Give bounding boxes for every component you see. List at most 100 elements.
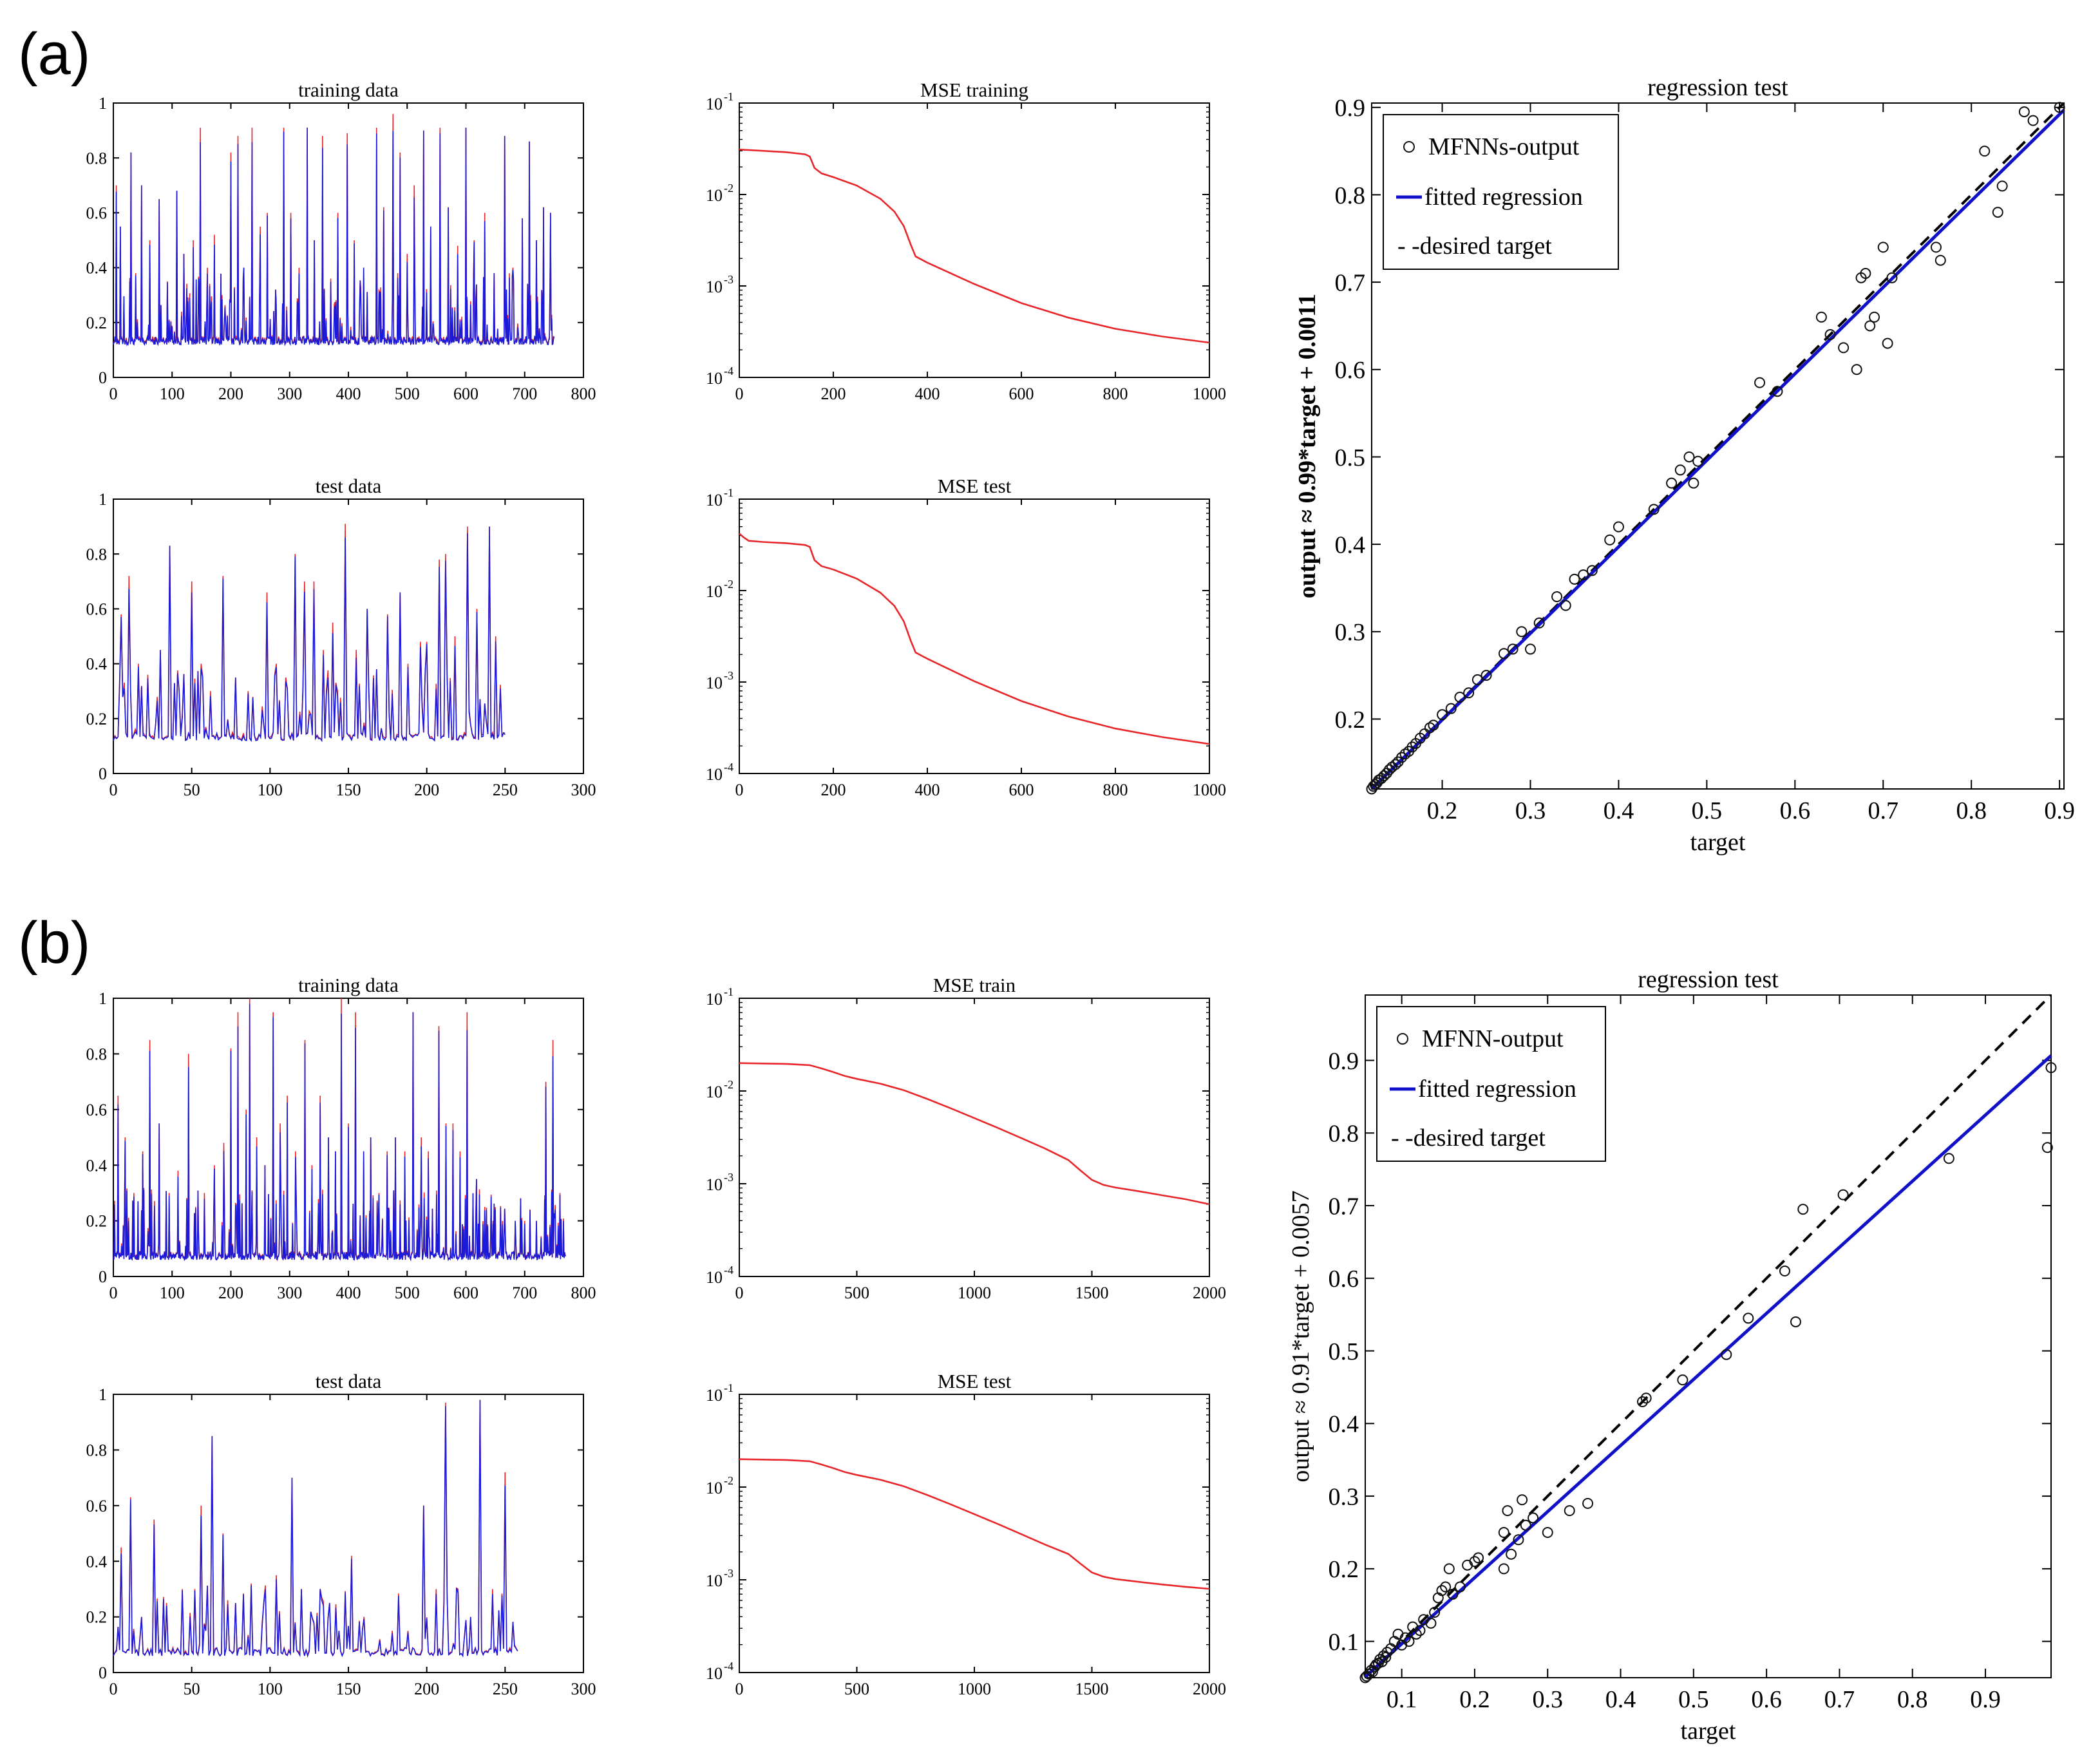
- data-point: [1428, 719, 1439, 731]
- x-axis-label: target: [1681, 1718, 1736, 1745]
- x-tick-label: 2000: [1193, 1284, 1226, 1302]
- y-tick-label: 0.7: [1335, 269, 1366, 296]
- chart-title: MSE train: [933, 974, 1016, 996]
- data-point: [1377, 1650, 1389, 1662]
- x-tick-label: 100: [258, 1680, 283, 1698]
- y-tick-label: 0.8: [1329, 1121, 1359, 1148]
- data-point: [1542, 1526, 1553, 1538]
- x-tick-label: 800: [1103, 781, 1128, 799]
- y-tick-label: 0.4: [86, 259, 108, 278]
- y-tick-label: 0.2: [1329, 1556, 1359, 1583]
- x-tick-label: 300: [571, 781, 596, 799]
- data-point: [1447, 1588, 1459, 1600]
- series-output-line: [113, 1003, 566, 1262]
- data-point: [1992, 207, 2003, 218]
- x-tick-label: 0.2: [1459, 1686, 1490, 1713]
- y-tick-label: 0.2: [86, 1212, 108, 1231]
- data-point: [1437, 709, 1448, 721]
- mse-line: [739, 533, 1210, 745]
- series-target-line: [113, 1399, 518, 1658]
- data-point: [1454, 1581, 1466, 1593]
- data-point: [1578, 569, 1589, 581]
- data-point: [1507, 643, 1519, 655]
- x-tick-label: 800: [571, 1284, 596, 1302]
- x-tick-label: 200: [218, 1284, 243, 1302]
- data-point: [1864, 320, 1876, 332]
- data-point: [2054, 102, 2065, 113]
- x-tick-label: 0: [735, 384, 744, 403]
- y-tick-label: 0.4: [1335, 531, 1366, 558]
- data-point: [1425, 1617, 1437, 1629]
- y-tick-label: 0.4: [86, 655, 108, 674]
- x-tick-label: 0.3: [1515, 797, 1546, 824]
- y-tick-exponent: -2: [724, 1078, 733, 1091]
- x-tick-label: 0.9: [1970, 1686, 2001, 1713]
- data-point: [1513, 1534, 1524, 1546]
- legend-label-output: MFNN-output: [1422, 1025, 1564, 1052]
- y-tick-exponent: -1: [724, 486, 733, 499]
- y-tick-exponent: -4: [724, 365, 733, 377]
- y-tick-label: 10: [706, 674, 723, 692]
- y-tick-exponent: -3: [724, 1171, 733, 1184]
- y-tick-label: 10: [706, 1479, 723, 1497]
- y-tick-label: 0.6: [86, 1101, 108, 1119]
- data-point: [1498, 1526, 1509, 1538]
- y-tick-label: 0: [99, 764, 107, 783]
- series-target-line: [113, 998, 566, 1262]
- y-tick-label: 10: [706, 1664, 723, 1683]
- x-tick-label: 0.5: [1678, 1686, 1709, 1713]
- y-tick-label: 0.2: [86, 710, 108, 728]
- data-point: [1930, 242, 1942, 253]
- y-tick-label: 10: [706, 491, 723, 509]
- data-point: [1528, 1512, 1539, 1524]
- chart-b_train_data: training data 0 100 200 300 400 500 600 700 800 0 0…: [86, 974, 596, 1302]
- x-tick-label: 600: [1009, 384, 1034, 403]
- x-tick-label: 0.6: [1751, 1686, 1782, 1713]
- x-tick-label: 200: [414, 1680, 439, 1698]
- series-output-line: [113, 1399, 518, 1658]
- x-tick-label: 1500: [1075, 1680, 1109, 1698]
- y-tick-exponent: -3: [724, 1567, 733, 1580]
- plot-frame: [739, 1394, 1210, 1673]
- data-point: [1520, 1519, 1531, 1531]
- y-tick-label: 0.6: [1335, 357, 1366, 384]
- y-tick-label: 0.2: [1335, 707, 1366, 734]
- fitted-regression-line: [1364, 1054, 2052, 1678]
- chart-title: regression test: [1638, 966, 1779, 993]
- x-tick-label: 0.4: [1604, 797, 1634, 824]
- y-tick-exponent: -3: [724, 273, 733, 286]
- y-tick-exponent: -2: [724, 182, 733, 194]
- chart-title: MSE training: [920, 79, 1028, 101]
- data-point: [1677, 1374, 1689, 1386]
- data-point: [1406, 741, 1418, 753]
- data-point: [1692, 455, 1704, 467]
- data-point: [1586, 565, 1598, 576]
- x-tick-label: 0.7: [1868, 797, 1899, 824]
- legend-marker-circle: [1397, 1033, 1408, 1045]
- x-tick-label: 50: [184, 1680, 200, 1698]
- legend-label-fit: fitted regression: [1418, 1076, 1576, 1103]
- x-tick-label: 0.4: [1605, 1686, 1636, 1713]
- data-point: [1637, 1396, 1649, 1407]
- data-point: [1640, 1392, 1652, 1404]
- data-point: [1374, 1654, 1386, 1665]
- x-tick-label: 150: [336, 1680, 361, 1698]
- y-tick-label: 10: [706, 1386, 723, 1405]
- data-point: [1743, 1313, 1754, 1324]
- chart-a_regression: regression test 0.2 0.3 0.4 0.5 0.6 0.7 0.8 0.9 0…: [1294, 74, 2075, 856]
- data-point: [1882, 337, 1893, 349]
- data-point: [1469, 1556, 1481, 1568]
- x-tick-label: 100: [160, 1284, 185, 1302]
- legend-label-output: MFNNs-output: [1428, 133, 1580, 160]
- x-tick-label: 300: [571, 1680, 596, 1698]
- data-point: [1666, 477, 1678, 489]
- y-tick-label: 0.3: [1329, 1483, 1359, 1510]
- data-point: [1502, 1505, 1513, 1517]
- y-tick-label: 0.9: [1329, 1048, 1359, 1075]
- y-tick-exponent: -1: [724, 90, 733, 103]
- data-point: [1410, 1628, 1422, 1640]
